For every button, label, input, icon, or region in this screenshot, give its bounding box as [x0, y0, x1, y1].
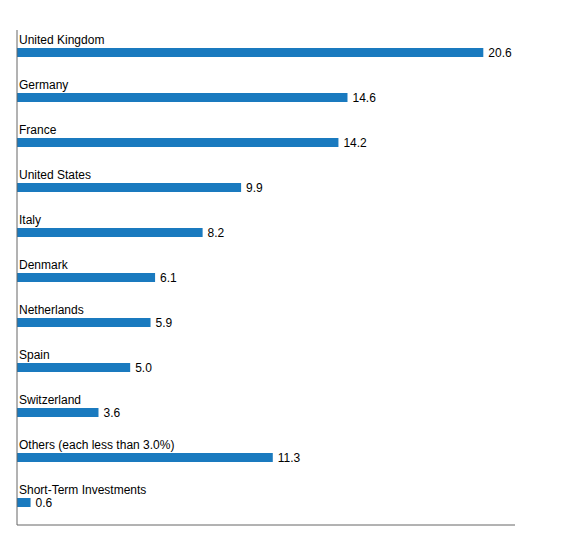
svg-text:United Kingdom: United Kingdom	[19, 33, 104, 47]
svg-text:8.2: 8.2	[208, 226, 225, 240]
svg-text:11.3: 11.3	[278, 451, 301, 465]
svg-text:5.9: 5.9	[156, 316, 173, 330]
svg-text:Others (each less than 3.0%): Others (each less than 3.0%)	[19, 438, 174, 452]
svg-text:France: France	[19, 123, 57, 137]
svg-text:Denmark: Denmark	[19, 258, 69, 272]
svg-text:5.0: 5.0	[135, 361, 152, 375]
svg-text:14.6: 14.6	[352, 91, 376, 105]
svg-text:6.1: 6.1	[160, 271, 177, 285]
svg-text:Netherlands: Netherlands	[19, 303, 84, 317]
svg-text:20.6: 20.6	[488, 46, 512, 60]
svg-text:United States: United States	[19, 168, 91, 182]
svg-text:3.6: 3.6	[103, 406, 120, 420]
svg-text:Italy: Italy	[19, 213, 41, 227]
svg-text:0.6: 0.6	[36, 496, 53, 510]
svg-text:9.9: 9.9	[246, 181, 263, 195]
svg-text:Spain: Spain	[19, 348, 50, 362]
svg-text:Short-Term Investments: Short-Term Investments	[19, 483, 147, 497]
svg-text:Germany: Germany	[19, 78, 68, 92]
svg-text:14.2: 14.2	[343, 136, 367, 150]
svg-text:Switzerland: Switzerland	[19, 393, 81, 407]
